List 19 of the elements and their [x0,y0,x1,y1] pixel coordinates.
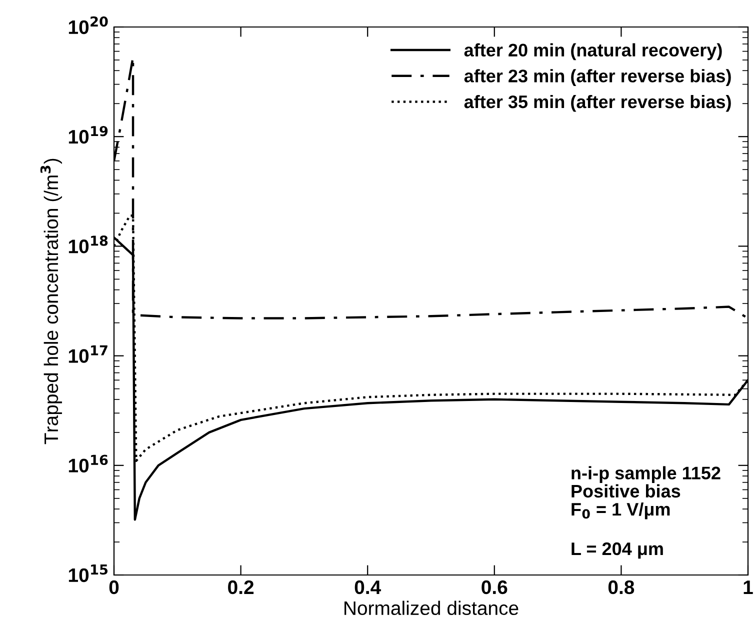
y-tick-label: 10$^{19}$ [68,126,108,144]
annotation: n-i-p sample 1152 Positive bias F$_{0}$ = 1 V/μm [572,466,720,520]
y-tick-label: 10$^{16}$ [68,454,108,472]
legend-label: after 35 min (after reverse bias) [464,94,731,112]
y-axis-title: Trapped hole concentration (/m$^{3}$) [40,158,62,444]
y-tick-label: 10$^{20}$ [68,16,108,34]
x-tick-label: 0.6 [482,580,508,594]
x-axis-title: Normalized distance [344,600,518,616]
legend-label: after 20 min (natural recovery) [464,43,722,60]
x-tick-label: 1 [744,580,753,594]
x-tick-label: 0.8 [608,580,634,594]
y-tick-label: 10$^{18}$ [68,236,108,254]
x-tick-label: 0.4 [354,580,382,594]
y-tick-label: 10$^{15}$ [68,564,108,582]
x-tick-label: 0 [109,580,119,594]
annotation: L = 204 μm [572,542,663,559]
legend-label: after 23 min (after reverse bias) [464,69,731,86]
x-tick-label: 0.2 [228,580,254,594]
y-tick-label: 10$^{17}$ [68,345,108,363]
